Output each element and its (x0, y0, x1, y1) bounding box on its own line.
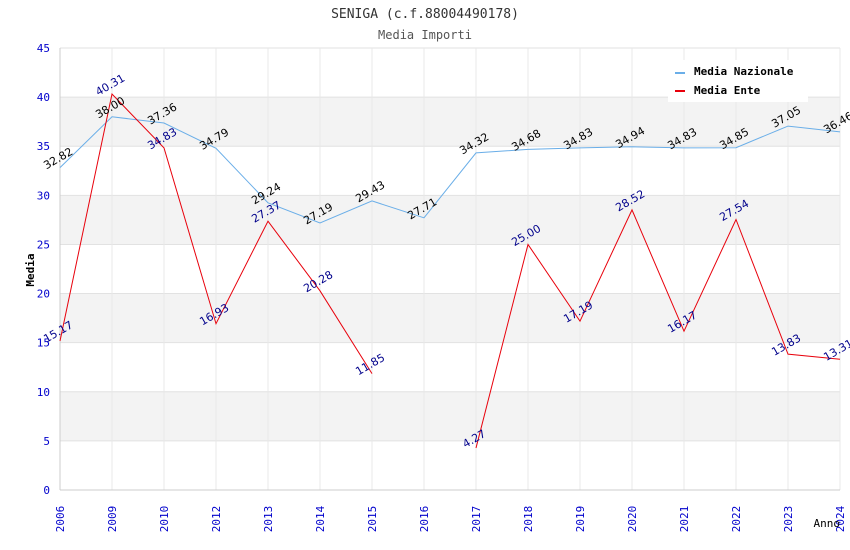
x-tick-label: 2020 (626, 506, 639, 533)
series-line-media-ente (475, 208, 841, 449)
x-tick-label: 2012 (210, 506, 223, 533)
y-tick-label: 10 (37, 386, 50, 399)
x-tick-label: 2015 (366, 506, 379, 533)
x-tick-label: 2022 (730, 506, 743, 533)
x-tick-label: 2021 (678, 506, 691, 533)
x-tick-label: 2023 (782, 506, 795, 533)
x-tick-label: 2016 (418, 506, 431, 533)
y-tick-label: 45 (37, 42, 50, 55)
series-layer (59, 93, 841, 449)
x-axis-title: Anno (814, 517, 841, 530)
y-tick-label: 0 (43, 484, 50, 497)
y-tick-label: 5 (43, 435, 50, 448)
chart-title: SENIGA (c.f.88004490178) (331, 7, 519, 22)
x-tick-label: 2010 (158, 506, 171, 533)
x-tick-label: 2006 (54, 506, 67, 533)
background-band (60, 293, 840, 343)
x-tick-label: 2013 (262, 506, 275, 533)
background-bands (60, 97, 840, 441)
legend-background (668, 60, 808, 102)
x-tick-label: 2009 (106, 506, 119, 533)
legend-label-media-ente: Media Ente (694, 84, 761, 97)
y-tick-label: 25 (37, 238, 50, 251)
series-line-media-ente (59, 93, 373, 374)
x-tick-label: 2014 (314, 505, 327, 532)
y-tick-label: 15 (37, 337, 50, 350)
y-axis-title: Media (24, 253, 37, 286)
y-tick-label: 20 (37, 288, 50, 301)
y-tick-label: 40 (37, 91, 50, 104)
chart-subtitle: Media Importi (378, 28, 472, 42)
x-tick-label: 2019 (574, 506, 587, 533)
y-tick-label: 30 (37, 189, 50, 202)
series-line-media-nazionale (59, 116, 841, 224)
background-band (60, 97, 840, 147)
x-tick-label: 2024 (834, 505, 847, 532)
y-tick-label: 35 (37, 140, 50, 153)
data-label-media-ente: 40.31 (93, 72, 127, 99)
x-axis-ticks: 2006 2009 2010 2012 2013 2014 2015 2016 2017 2018… (54, 505, 847, 532)
data-label-media-ente: 11.85 (353, 351, 387, 378)
y-axis-ticks: 0 5 10 15 20 25 30 35 40 45 (37, 42, 50, 497)
background-band (60, 391, 840, 441)
x-tick-label: 2017 (470, 506, 483, 533)
legend-label-media-nazionale: Media Nazionale (694, 65, 794, 78)
x-tick-label: 2018 (522, 506, 535, 533)
legend: Media Nazionale Media Ente (668, 60, 808, 102)
